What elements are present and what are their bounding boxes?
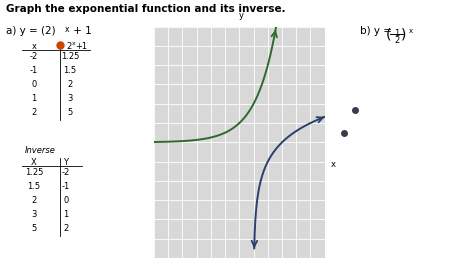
Text: 0: 0 — [64, 196, 69, 205]
Text: 2: 2 — [31, 108, 36, 117]
Text: 2: 2 — [64, 224, 69, 233]
Text: +1: +1 — [75, 42, 87, 51]
Text: 5: 5 — [31, 224, 36, 233]
Text: Y: Y — [64, 158, 69, 167]
Text: 1: 1 — [394, 29, 400, 38]
Text: 3: 3 — [31, 210, 36, 219]
Text: 0: 0 — [31, 80, 36, 89]
Text: -1: -1 — [30, 66, 38, 75]
Text: 2: 2 — [394, 36, 400, 45]
Text: 1.25: 1.25 — [25, 168, 43, 177]
Text: 1.25: 1.25 — [61, 52, 79, 61]
Text: x: x — [72, 41, 76, 46]
Text: x: x — [65, 25, 70, 34]
Text: x: x — [331, 160, 336, 169]
Text: + 1: + 1 — [70, 26, 92, 36]
Text: 1: 1 — [31, 94, 36, 103]
Text: ): ) — [401, 28, 406, 42]
Text: x: x — [31, 42, 36, 51]
Text: X: X — [31, 158, 37, 167]
Text: 2: 2 — [67, 80, 73, 89]
Text: 3: 3 — [67, 94, 73, 103]
Text: 5: 5 — [67, 108, 73, 117]
Text: Graph the exponential function and its inverse.: Graph the exponential function and its i… — [6, 4, 286, 14]
Text: -2: -2 — [30, 52, 38, 61]
Text: -1: -1 — [62, 182, 70, 191]
Text: Inverse: Inverse — [25, 146, 56, 155]
Text: 1.5: 1.5 — [27, 182, 41, 191]
Text: 2: 2 — [66, 42, 71, 51]
Text: 1: 1 — [64, 210, 69, 219]
Text: -2: -2 — [62, 168, 70, 177]
Text: (: ( — [386, 28, 392, 42]
Text: b) y =: b) y = — [360, 26, 395, 36]
Text: 2: 2 — [31, 196, 36, 205]
Text: x: x — [409, 28, 413, 34]
Text: a) y = (2): a) y = (2) — [6, 26, 55, 36]
Text: 1.5: 1.5 — [64, 66, 77, 75]
Text: y: y — [239, 11, 244, 19]
